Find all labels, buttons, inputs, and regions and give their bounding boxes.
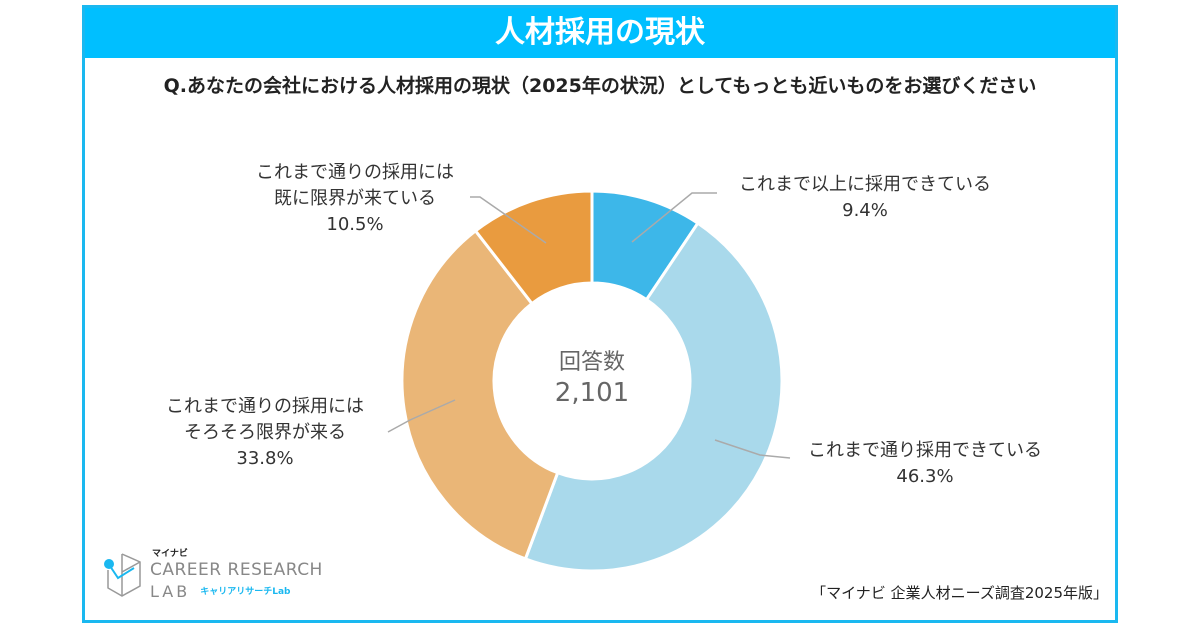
center-label: 回答数: [558, 350, 625, 375]
data-label: 9.4%: [842, 200, 888, 221]
logo-text-block: マイナビ CAREER RESEARCH LAB キャリアリサーチLab: [150, 548, 323, 603]
chart-title: 人材採用の現状: [85, 8, 1115, 58]
logo-line1: CAREER RESEARCH: [150, 560, 323, 580]
label-text: これまで通りの採用には: [256, 162, 454, 183]
data-label: 33.8%: [236, 448, 294, 469]
label-text: そろそろ限界が来る: [184, 422, 346, 443]
logo-line2: LAB: [150, 582, 191, 601]
label-text: これまで通り採用できている: [808, 440, 1042, 461]
leader-line-2: [387, 399, 456, 433]
slice-label-2: これまで通りの採用には そろそろ限界が来る 33.8%: [140, 394, 390, 472]
logo-kana: キャリアリサーチLab: [200, 587, 291, 597]
label-text: これまで通りの採用には: [166, 396, 364, 417]
data-label: 10.5%: [326, 214, 384, 235]
slice-label-1: これまで通り採用できている 46.3%: [775, 438, 1075, 490]
logo-bottom-row: LAB キャリアリサーチLab: [150, 581, 323, 603]
leader-line-1: [714, 439, 791, 459]
question-text: Q.あなたの会社における人材採用の現状（2025年の状況）としてもっとも近いもの…: [163, 75, 1037, 97]
slice-label-3: これまで通りの採用には 既に限界が来ている 10.5%: [230, 160, 480, 238]
logo-small-text: マイナビ: [152, 549, 188, 559]
center-value: 2,101: [554, 378, 630, 408]
donut-slice-1: [523, 221, 784, 573]
leader-line-3: [470, 196, 547, 244]
source-note: 「マイナビ 企業人材ニーズ調査2025年版」: [811, 584, 1108, 602]
donut-center: 回答数 2,101: [512, 348, 672, 408]
donut-slice-3: [473, 189, 594, 306]
label-text: 既に限界が来ている: [274, 188, 436, 209]
cube-logo-icon: [104, 553, 141, 597]
donut-slice-2: [400, 228, 560, 561]
data-label: 46.3%: [896, 466, 954, 487]
leader-line-0: [631, 192, 717, 243]
slice-label-0: これまで以上に採用できている 9.4%: [700, 172, 1030, 224]
label-text: これまで以上に採用できている: [739, 174, 991, 195]
